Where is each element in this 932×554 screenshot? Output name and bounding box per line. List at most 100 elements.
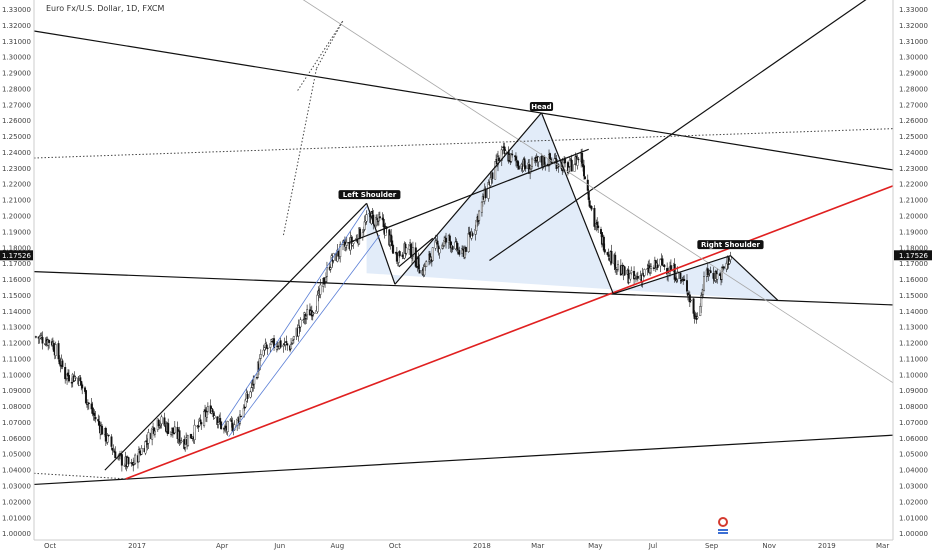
candle-body	[468, 232, 471, 235]
candle-body	[501, 147, 504, 151]
candle-body	[700, 295, 703, 307]
candle-body	[276, 345, 279, 348]
annotation-box-1	[529, 102, 554, 111]
y-tick-left-15: 1.15000	[2, 292, 31, 300]
y-tick-right-5: 1.05000	[899, 451, 928, 459]
candle-body	[683, 278, 686, 281]
y-tick-left-13: 1.13000	[2, 324, 31, 332]
candle-body	[325, 267, 328, 277]
candle-body	[270, 339, 273, 345]
candle-body	[239, 415, 242, 418]
candle-body	[673, 263, 676, 280]
x-tick-9: Jul	[648, 542, 658, 550]
candle-body	[454, 241, 457, 250]
drawings-layer	[33, 0, 894, 486]
candle-body	[656, 264, 659, 268]
candle-body	[602, 236, 605, 251]
candle-body	[614, 254, 617, 271]
y-tick-right-29: 1.29000	[899, 70, 928, 78]
candle-body	[646, 268, 649, 270]
candle-body	[478, 210, 481, 221]
candle-body	[319, 284, 322, 295]
candle-body	[265, 344, 268, 348]
x-tick-2: Apr	[216, 542, 228, 550]
candle-body	[67, 374, 70, 382]
candle-body	[91, 407, 94, 414]
candle-body	[123, 465, 126, 467]
candle-body	[484, 189, 487, 199]
drawn-line-8	[104, 202, 368, 471]
candle-body	[206, 406, 209, 412]
y-tick-right-15: 1.15000	[899, 292, 928, 300]
candle-body	[679, 272, 682, 280]
x-tick-4: Aug	[331, 542, 345, 550]
y-tick-left-11: 1.11000	[2, 355, 31, 363]
y-tick-right-0: 1.00000	[899, 530, 928, 538]
candle-body	[630, 270, 633, 274]
drawn-line-15	[398, 237, 434, 268]
candle-body	[147, 432, 150, 444]
candle-body	[414, 247, 417, 267]
y-tick-right-4: 1.04000	[899, 467, 928, 475]
y-tick-right-30: 1.30000	[899, 54, 928, 62]
drawn-line-18	[282, 68, 318, 236]
annotation-layer: Left Shoulder Head Right Shoulder	[338, 102, 764, 250]
candle-body	[448, 235, 451, 242]
y-tick-right-2: 1.02000	[899, 498, 928, 506]
candle-body	[696, 316, 699, 319]
x-tick-11: Nov	[762, 542, 776, 550]
candle-body	[607, 254, 610, 257]
y-tick-right-13: 1.13000	[899, 324, 928, 332]
y-tick-right-10: 1.10000	[899, 371, 928, 379]
candle-body	[391, 240, 394, 247]
candle-body	[345, 242, 348, 246]
y-tick-left-22: 1.22000	[2, 181, 31, 189]
candle-body	[189, 433, 192, 439]
drawn-line-12	[613, 255, 731, 295]
x-tick-5: Oct	[389, 542, 401, 550]
y-tick-left-19: 1.19000	[2, 228, 31, 236]
candle-body	[107, 434, 110, 437]
y-tick-left-16: 1.16000	[2, 276, 31, 284]
y-tick-left-25: 1.25000	[2, 133, 31, 141]
y-tick-left-12: 1.12000	[2, 340, 31, 348]
candle-body	[688, 294, 691, 303]
candle-body	[299, 319, 302, 328]
y-tick-right-8: 1.08000	[899, 403, 928, 411]
candle-body	[610, 250, 613, 264]
candle-body	[587, 191, 590, 200]
candle-body	[401, 254, 404, 257]
drawn-line-7	[302, 0, 894, 384]
y-tick-left-29: 1.29000	[2, 70, 31, 78]
x-axis-panel	[0, 540, 932, 550]
candle-body	[160, 416, 163, 425]
candle-body	[582, 165, 585, 177]
candle-body	[316, 294, 319, 312]
candle-body	[127, 457, 130, 465]
candle-body	[675, 280, 678, 282]
candle-body	[153, 430, 156, 435]
candle-body	[285, 341, 288, 343]
current-price-right: 1.17526	[899, 252, 928, 260]
candle-body	[378, 216, 381, 219]
candle-body	[581, 152, 584, 164]
current-price-left: 1.17526	[2, 252, 31, 260]
x-tick-10: Sep	[705, 542, 719, 550]
candle-body	[455, 241, 458, 243]
shade-layer	[366, 112, 778, 301]
candle-body	[151, 428, 154, 440]
candle-body	[685, 280, 688, 292]
candle-body	[312, 312, 315, 314]
current-price-tag-right	[894, 250, 932, 261]
candle-body	[703, 276, 706, 291]
left-axis-panel	[0, 0, 34, 540]
y-tick-left-32: 1.32000	[2, 22, 31, 30]
candle-body	[199, 419, 202, 422]
candle-body	[418, 270, 421, 274]
candle-body	[87, 402, 90, 405]
candle-body	[205, 411, 208, 418]
candle-body	[84, 390, 87, 404]
candle-body	[249, 391, 252, 398]
